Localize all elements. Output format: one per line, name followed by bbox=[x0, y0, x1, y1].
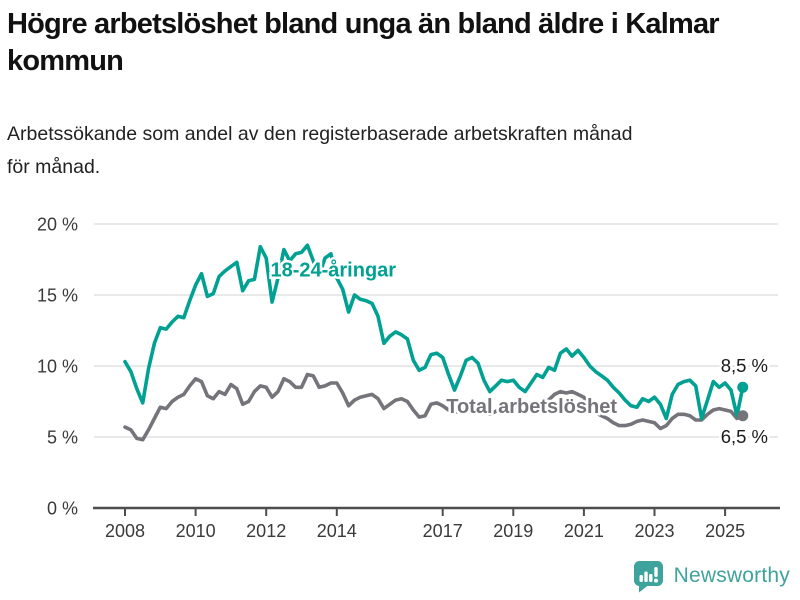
newsworthy-icon bbox=[633, 561, 663, 593]
series-line-total bbox=[123, 372, 745, 442]
x-tick-label: 2017 bbox=[423, 521, 463, 541]
x-tick-label: 2012 bbox=[246, 521, 286, 541]
brand-logo: Newsworthy bbox=[632, 559, 790, 593]
y-axis-labels: 0 % 5 % 10 % 15 % 20 % bbox=[37, 215, 78, 519]
x-tick-label: 2008 bbox=[105, 521, 145, 541]
y-tick-label: 0 % bbox=[47, 499, 78, 519]
x-tick-label: 2019 bbox=[493, 521, 533, 541]
series-end-dot bbox=[737, 381, 749, 393]
series-label: Total arbetslöshet bbox=[446, 396, 617, 418]
brand-name: Newsworthy bbox=[673, 564, 790, 587]
gridlines bbox=[94, 223, 778, 438]
x-tick-label: 2014 bbox=[317, 521, 357, 541]
series-end-dot bbox=[737, 410, 749, 422]
x-axis-labels: 2008 2010 2012 2014 2017 2019 2021 2023 2025 bbox=[105, 508, 745, 541]
y-tick-label: 5 % bbox=[47, 428, 78, 448]
series-end-value-label: 8,5 % bbox=[721, 355, 768, 376]
y-tick-label: 20 % bbox=[37, 215, 78, 235]
y-tick-label: 10 % bbox=[37, 357, 78, 377]
series-end-value-label: 6,5 % bbox=[721, 426, 768, 447]
x-tick-label: 2023 bbox=[634, 521, 674, 541]
x-tick-label: 2010 bbox=[176, 521, 216, 541]
chart-subtitle: Arbetssökande som andel av den registerb… bbox=[7, 123, 633, 179]
x-tick-label: 2021 bbox=[564, 521, 604, 541]
y-tick-label: 15 % bbox=[37, 286, 78, 306]
x-tick-label: 2025 bbox=[705, 521, 745, 541]
series-line-youth bbox=[123, 243, 745, 421]
series-label: 18-24-åringar bbox=[270, 259, 396, 282]
page-title: Högre arbetslöshet bland unga än bland ä… bbox=[7, 8, 720, 78]
